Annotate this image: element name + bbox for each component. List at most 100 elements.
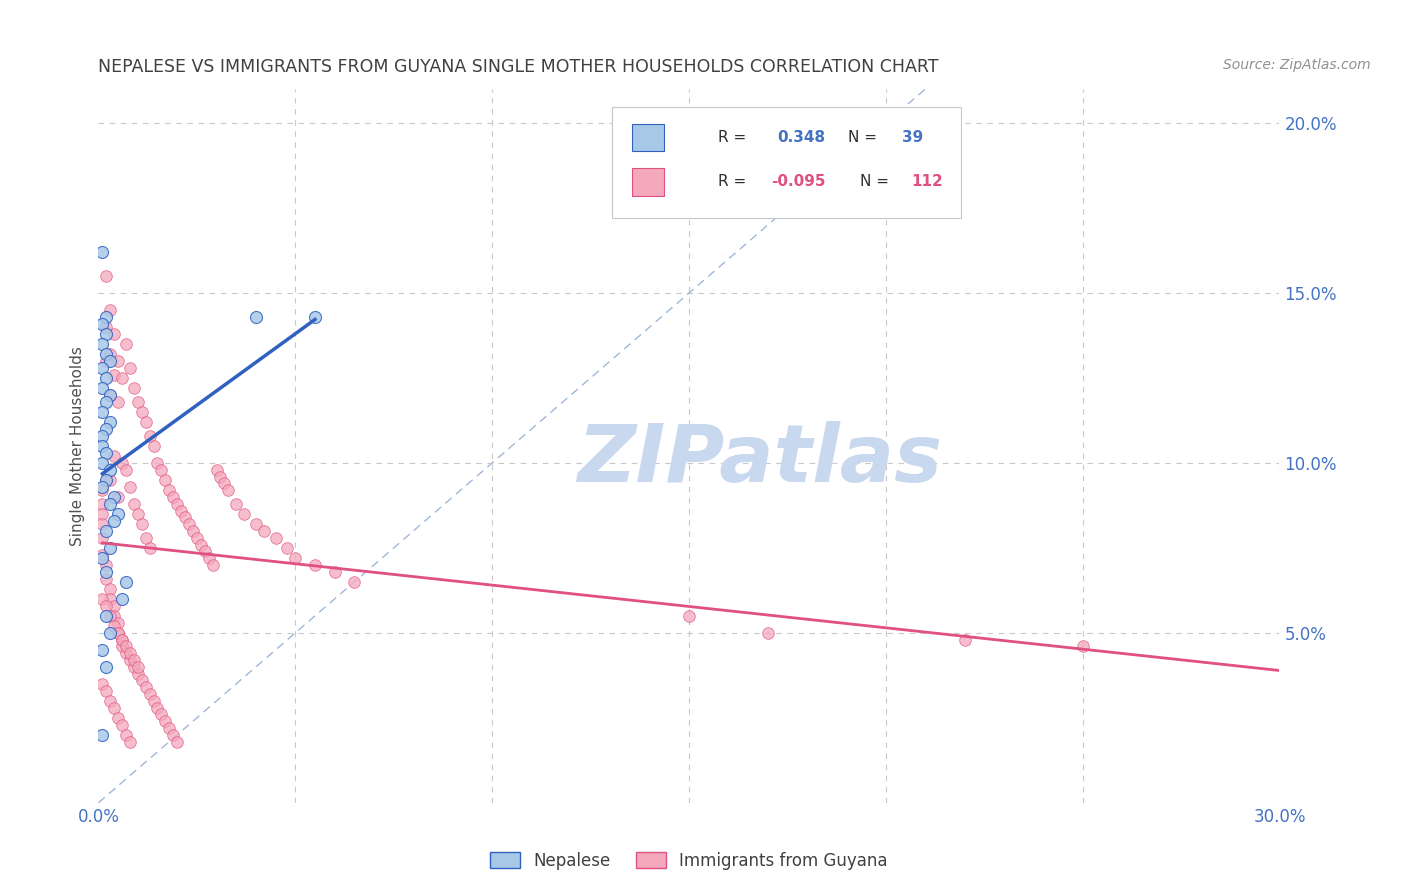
Point	[98, 694, 121, 708]
Point	[107, 507, 129, 521]
Point	[138, 687, 160, 701]
Point	[103, 326, 125, 341]
Point	[96, 558, 118, 572]
Point	[91, 548, 114, 562]
Text: N =: N =	[848, 130, 877, 145]
Point	[190, 537, 212, 551]
Point	[111, 632, 134, 647]
Point	[91, 456, 114, 470]
Point	[304, 310, 326, 324]
Legend: Nepalese, Immigrants from Guyana: Nepalese, Immigrants from Guyana	[484, 846, 894, 877]
Point	[96, 473, 118, 487]
Point	[98, 463, 121, 477]
Point	[111, 456, 134, 470]
Point	[118, 360, 141, 375]
Point	[170, 503, 193, 517]
Point	[98, 541, 121, 555]
Point	[127, 394, 149, 409]
Point	[96, 572, 118, 586]
Point	[96, 310, 118, 324]
Point	[91, 677, 114, 691]
Point	[96, 608, 118, 623]
Point	[157, 721, 180, 735]
Point	[96, 371, 118, 385]
Point	[98, 415, 121, 429]
FancyBboxPatch shape	[633, 124, 664, 152]
Point	[186, 531, 208, 545]
FancyBboxPatch shape	[612, 107, 960, 218]
Point	[96, 269, 118, 284]
Point	[209, 469, 232, 483]
Point	[96, 524, 118, 538]
Point	[96, 446, 118, 460]
Point	[118, 480, 141, 494]
Point	[276, 541, 298, 555]
Point	[343, 574, 366, 589]
Point	[201, 558, 224, 572]
Point	[107, 626, 129, 640]
Point	[98, 303, 121, 318]
Point	[91, 643, 114, 657]
Text: -0.095: -0.095	[772, 175, 827, 189]
Point	[107, 394, 129, 409]
Point	[96, 422, 118, 436]
Text: NEPALESE VS IMMIGRANTS FROM GUYANA SINGLE MOTHER HOUSEHOLDS CORRELATION CHART: NEPALESE VS IMMIGRANTS FROM GUYANA SINGL…	[98, 58, 939, 76]
Point	[217, 483, 239, 498]
Point	[103, 490, 125, 504]
Point	[115, 463, 138, 477]
Point	[98, 347, 121, 361]
Point	[157, 483, 180, 498]
Point	[115, 646, 138, 660]
Point	[91, 483, 114, 498]
Point	[155, 473, 177, 487]
Point	[115, 574, 138, 589]
Point	[98, 388, 121, 402]
Point	[304, 558, 326, 572]
Text: R =: R =	[718, 175, 747, 189]
Point	[135, 680, 157, 694]
Point	[953, 632, 976, 647]
Text: Source: ZipAtlas.com: Source: ZipAtlas.com	[1223, 58, 1371, 72]
Point	[135, 415, 157, 429]
Point	[103, 599, 125, 613]
Point	[91, 591, 114, 606]
Point	[1071, 640, 1094, 654]
Point	[96, 683, 118, 698]
Point	[91, 429, 114, 443]
FancyBboxPatch shape	[633, 169, 664, 195]
Point	[194, 544, 217, 558]
Point	[98, 608, 121, 623]
Point	[245, 517, 267, 532]
Point	[103, 368, 125, 382]
Point	[115, 728, 138, 742]
Point	[98, 354, 121, 368]
Text: 0.348: 0.348	[778, 130, 825, 145]
Point	[91, 497, 114, 511]
Point	[756, 626, 779, 640]
Point	[138, 429, 160, 443]
Point	[103, 608, 125, 623]
Text: R =: R =	[718, 130, 747, 145]
Point	[96, 599, 118, 613]
Point	[150, 707, 173, 722]
Point	[98, 582, 121, 596]
Point	[142, 439, 165, 453]
Point	[138, 541, 160, 555]
Point	[98, 626, 121, 640]
Point	[91, 381, 114, 395]
Point	[122, 381, 145, 395]
Point	[103, 449, 125, 463]
Point	[284, 551, 307, 566]
Point	[111, 717, 134, 731]
Point	[253, 524, 276, 538]
Point	[131, 673, 153, 688]
Point	[111, 591, 134, 606]
Point	[150, 463, 173, 477]
Point	[245, 310, 267, 324]
Point	[115, 337, 138, 351]
Point	[162, 728, 184, 742]
Point	[91, 405, 114, 419]
Point	[107, 615, 129, 630]
Point	[118, 646, 141, 660]
Point	[155, 714, 177, 729]
